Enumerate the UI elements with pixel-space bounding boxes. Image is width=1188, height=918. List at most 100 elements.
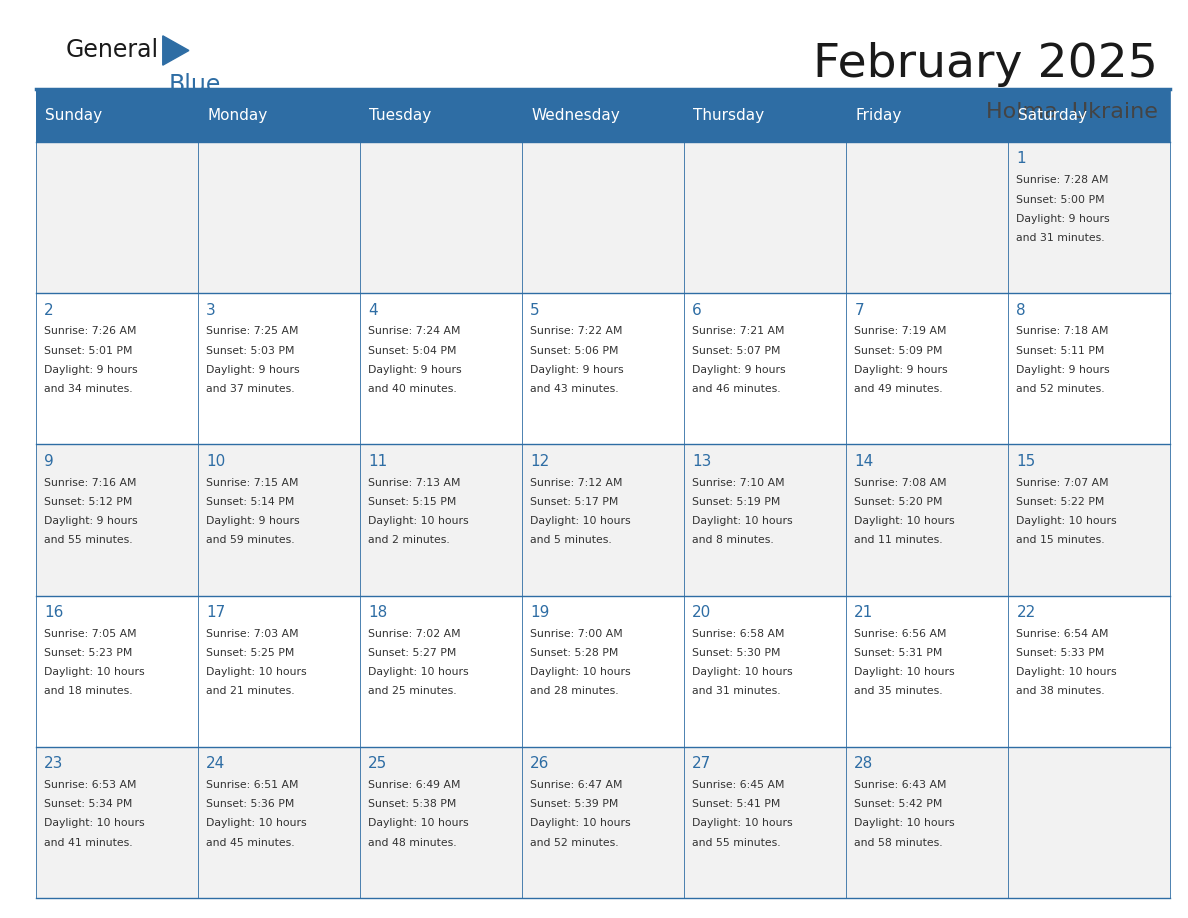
Text: 2: 2 bbox=[44, 303, 53, 318]
Bar bbox=[1009, 596, 1170, 746]
Text: and 52 minutes.: and 52 minutes. bbox=[1017, 385, 1105, 394]
Text: Daylight: 10 hours: Daylight: 10 hours bbox=[693, 818, 792, 828]
Text: and 43 minutes.: and 43 minutes. bbox=[530, 385, 619, 394]
Text: Sunrise: 6:54 AM: Sunrise: 6:54 AM bbox=[1017, 629, 1108, 639]
Text: Sunset: 5:30 PM: Sunset: 5:30 PM bbox=[693, 648, 781, 658]
Bar bbox=[360, 142, 522, 294]
Text: Sunset: 5:23 PM: Sunset: 5:23 PM bbox=[44, 648, 132, 658]
Text: 1: 1 bbox=[1017, 151, 1026, 166]
Text: Wednesday: Wednesday bbox=[531, 108, 620, 123]
Text: 21: 21 bbox=[854, 605, 873, 620]
Text: Daylight: 9 hours: Daylight: 9 hours bbox=[693, 365, 786, 375]
Text: Daylight: 9 hours: Daylight: 9 hours bbox=[368, 365, 462, 375]
Bar bbox=[522, 444, 684, 596]
Text: Sunset: 5:36 PM: Sunset: 5:36 PM bbox=[206, 799, 295, 809]
Text: Thursday: Thursday bbox=[694, 108, 765, 123]
Bar bbox=[360, 294, 522, 444]
Text: and 58 minutes.: and 58 minutes. bbox=[854, 837, 943, 847]
Text: Blue: Blue bbox=[169, 73, 221, 97]
Text: Sunrise: 7:22 AM: Sunrise: 7:22 AM bbox=[530, 327, 623, 336]
Text: and 11 minutes.: and 11 minutes. bbox=[854, 535, 943, 545]
Text: and 18 minutes.: and 18 minutes. bbox=[44, 687, 133, 697]
Text: and 40 minutes.: and 40 minutes. bbox=[368, 385, 457, 394]
Text: Sunset: 5:01 PM: Sunset: 5:01 PM bbox=[44, 346, 132, 355]
Text: Sunrise: 7:08 AM: Sunrise: 7:08 AM bbox=[854, 477, 947, 487]
Text: 28: 28 bbox=[854, 756, 873, 771]
Text: and 28 minutes.: and 28 minutes. bbox=[530, 687, 619, 697]
Text: Daylight: 9 hours: Daylight: 9 hours bbox=[44, 516, 138, 526]
Text: Daylight: 10 hours: Daylight: 10 hours bbox=[368, 516, 469, 526]
Text: Sunrise: 6:45 AM: Sunrise: 6:45 AM bbox=[693, 779, 785, 789]
Text: Sunrise: 7:12 AM: Sunrise: 7:12 AM bbox=[530, 477, 623, 487]
Text: Sunset: 5:06 PM: Sunset: 5:06 PM bbox=[530, 346, 619, 355]
Bar bbox=[36, 596, 197, 746]
Text: and 34 minutes.: and 34 minutes. bbox=[44, 385, 133, 394]
Text: Sunrise: 7:03 AM: Sunrise: 7:03 AM bbox=[206, 629, 298, 639]
Bar bbox=[360, 444, 522, 596]
Bar bbox=[1009, 142, 1170, 294]
Text: Daylight: 10 hours: Daylight: 10 hours bbox=[44, 667, 145, 677]
Text: 27: 27 bbox=[693, 756, 712, 771]
Bar bbox=[197, 596, 360, 746]
Text: Sunrise: 7:15 AM: Sunrise: 7:15 AM bbox=[206, 477, 298, 487]
Text: 13: 13 bbox=[693, 453, 712, 469]
Text: and 38 minutes.: and 38 minutes. bbox=[1017, 687, 1105, 697]
Text: Sunset: 5:33 PM: Sunset: 5:33 PM bbox=[1017, 648, 1105, 658]
Text: Sunset: 5:11 PM: Sunset: 5:11 PM bbox=[1017, 346, 1105, 355]
Text: Sunset: 5:03 PM: Sunset: 5:03 PM bbox=[206, 346, 295, 355]
Bar bbox=[522, 142, 684, 294]
Bar bbox=[36, 444, 197, 596]
Text: Sunrise: 6:49 AM: Sunrise: 6:49 AM bbox=[368, 779, 461, 789]
Text: 12: 12 bbox=[530, 453, 549, 469]
Text: Sunrise: 6:53 AM: Sunrise: 6:53 AM bbox=[44, 779, 137, 789]
Bar bbox=[684, 294, 846, 444]
Text: Sunrise: 7:24 AM: Sunrise: 7:24 AM bbox=[368, 327, 461, 336]
Bar bbox=[522, 294, 684, 444]
Text: 17: 17 bbox=[206, 605, 226, 620]
Text: General: General bbox=[65, 39, 158, 62]
Text: 23: 23 bbox=[44, 756, 63, 771]
Text: Sunset: 5:04 PM: Sunset: 5:04 PM bbox=[368, 346, 456, 355]
Bar bbox=[684, 746, 846, 898]
Text: Daylight: 10 hours: Daylight: 10 hours bbox=[44, 818, 145, 828]
Polygon shape bbox=[163, 36, 189, 65]
Bar bbox=[197, 746, 360, 898]
Text: and 37 minutes.: and 37 minutes. bbox=[206, 385, 295, 394]
Bar bbox=[684, 444, 846, 596]
Text: 8: 8 bbox=[1017, 303, 1026, 318]
Text: and 8 minutes.: and 8 minutes. bbox=[693, 535, 775, 545]
Text: 5: 5 bbox=[530, 303, 539, 318]
Text: Daylight: 10 hours: Daylight: 10 hours bbox=[854, 667, 955, 677]
Text: and 45 minutes.: and 45 minutes. bbox=[206, 837, 295, 847]
Text: Sunset: 5:42 PM: Sunset: 5:42 PM bbox=[854, 799, 943, 809]
Text: Daylight: 10 hours: Daylight: 10 hours bbox=[854, 818, 955, 828]
Bar bbox=[846, 746, 1009, 898]
Text: 4: 4 bbox=[368, 303, 378, 318]
Text: Daylight: 9 hours: Daylight: 9 hours bbox=[1017, 365, 1110, 375]
Bar bbox=[360, 596, 522, 746]
Text: Sunset: 5:12 PM: Sunset: 5:12 PM bbox=[44, 497, 132, 507]
Text: Sunrise: 7:26 AM: Sunrise: 7:26 AM bbox=[44, 327, 137, 336]
Bar bbox=[36, 294, 197, 444]
Text: 11: 11 bbox=[368, 453, 387, 469]
Text: Sunrise: 7:13 AM: Sunrise: 7:13 AM bbox=[368, 477, 461, 487]
Text: Sunset: 5:27 PM: Sunset: 5:27 PM bbox=[368, 648, 456, 658]
Text: Daylight: 10 hours: Daylight: 10 hours bbox=[693, 516, 792, 526]
Text: Sunset: 5:15 PM: Sunset: 5:15 PM bbox=[368, 497, 456, 507]
Text: Sunset: 5:34 PM: Sunset: 5:34 PM bbox=[44, 799, 132, 809]
Text: Sunday: Sunday bbox=[45, 108, 102, 123]
Text: Sunset: 5:17 PM: Sunset: 5:17 PM bbox=[530, 497, 619, 507]
Text: Holma, Ukraine: Holma, Ukraine bbox=[986, 102, 1158, 122]
Text: Sunrise: 7:05 AM: Sunrise: 7:05 AM bbox=[44, 629, 137, 639]
Text: Sunrise: 7:28 AM: Sunrise: 7:28 AM bbox=[1017, 175, 1108, 185]
Text: Sunrise: 6:43 AM: Sunrise: 6:43 AM bbox=[854, 779, 947, 789]
Text: 9: 9 bbox=[44, 453, 53, 469]
Text: Sunset: 5:39 PM: Sunset: 5:39 PM bbox=[530, 799, 619, 809]
Text: 16: 16 bbox=[44, 605, 63, 620]
Text: and 48 minutes.: and 48 minutes. bbox=[368, 837, 456, 847]
Text: Daylight: 10 hours: Daylight: 10 hours bbox=[854, 516, 955, 526]
Bar bbox=[36, 89, 1170, 142]
Text: Sunrise: 7:16 AM: Sunrise: 7:16 AM bbox=[44, 477, 137, 487]
Text: 20: 20 bbox=[693, 605, 712, 620]
Text: Sunrise: 7:18 AM: Sunrise: 7:18 AM bbox=[1017, 327, 1108, 336]
